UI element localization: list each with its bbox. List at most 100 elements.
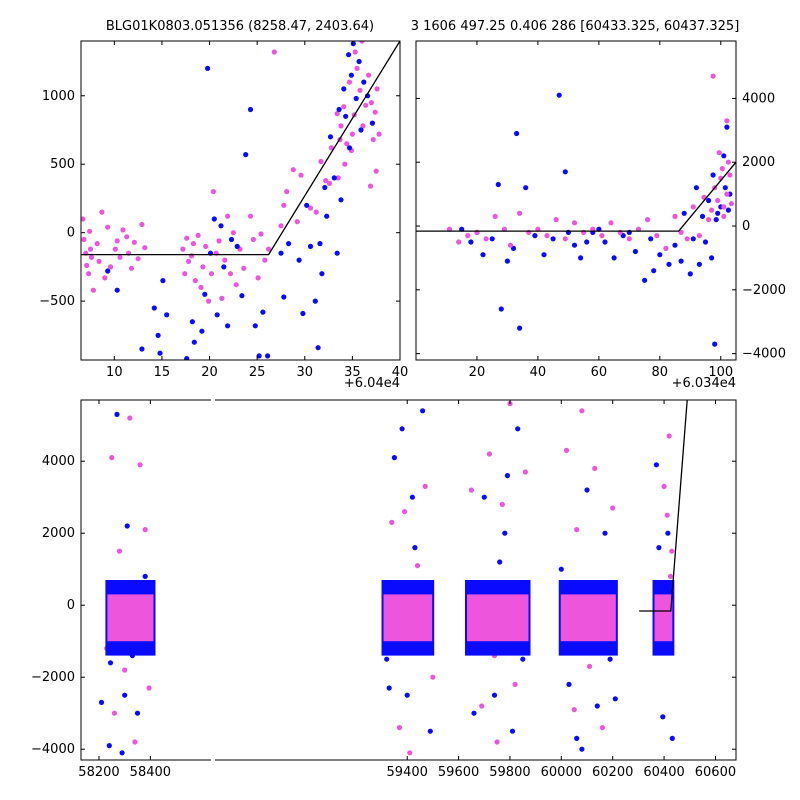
data-point-pink	[370, 137, 376, 143]
data-point-pink	[422, 483, 428, 489]
axis-break	[211, 397, 215, 403]
data-point-blue	[504, 473, 510, 479]
data-point-blue	[346, 52, 352, 58]
data-point-blue	[281, 294, 287, 300]
data-point-pink	[709, 207, 715, 213]
data-point-blue	[594, 703, 600, 709]
x-tick-label: 60400	[643, 765, 684, 780]
data-point-blue	[122, 692, 128, 698]
data-point-blue	[498, 306, 504, 312]
data-point-pink	[137, 462, 143, 468]
data-point-pink	[359, 41, 365, 44]
y-tick-label: −2000	[742, 283, 786, 298]
data-point-pink	[117, 254, 123, 260]
data-point-pink	[271, 49, 277, 55]
data-point-blue	[211, 216, 217, 222]
x-tick-label: 30	[297, 365, 314, 380]
data-point-pink	[719, 166, 725, 172]
data-point-blue	[336, 106, 342, 113]
data-point-blue	[562, 169, 568, 175]
data-point-blue	[702, 239, 709, 245]
data-point-pink	[456, 239, 462, 245]
top-left-x-offset: +6.04e4	[344, 376, 400, 391]
data-point-pink	[255, 275, 261, 281]
data-point-pink	[571, 220, 578, 226]
data-point-pink	[357, 87, 363, 93]
data-point-blue	[409, 494, 415, 500]
data-point-pink	[579, 408, 585, 414]
data-point-blue	[571, 242, 578, 248]
data-point-pink	[132, 739, 138, 745]
data-point-pink	[663, 245, 669, 251]
y-tick-label: 500	[50, 157, 75, 172]
data-point-pink	[372, 109, 378, 115]
data-point-blue	[699, 213, 706, 219]
data-point-blue	[495, 181, 501, 188]
data-point-blue	[247, 106, 254, 113]
data-point-blue	[696, 261, 703, 267]
data-point-blue	[653, 462, 660, 468]
data-point-pink	[131, 239, 137, 245]
data-point-blue	[681, 210, 687, 216]
data-point-blue	[687, 271, 693, 277]
data-point-blue	[504, 258, 510, 264]
data-point-pink	[696, 233, 703, 239]
data-point-blue	[356, 58, 362, 65]
data-point-blue	[350, 41, 356, 47]
data-point-pink	[407, 750, 413, 756]
data-point-blue	[353, 95, 359, 102]
data-point-pink	[180, 246, 186, 252]
data-point-blue	[105, 268, 111, 274]
y-tick-label: 4000	[742, 91, 775, 106]
data-point-pink	[727, 172, 733, 178]
data-point-blue	[327, 134, 334, 140]
data-point-blue	[191, 339, 197, 345]
data-point-blue	[391, 455, 397, 461]
data-point-pink	[654, 233, 660, 239]
data-point-blue	[517, 325, 523, 331]
y-tick-label: 2000	[742, 155, 775, 170]
data-point-pink	[517, 210, 523, 216]
data-point-blue	[341, 86, 347, 92]
data-point-blue	[574, 735, 580, 742]
data-point-blue	[234, 243, 240, 249]
data-point-blue	[119, 750, 125, 756]
data-point-pink	[96, 258, 102, 264]
data-point-pink	[88, 254, 95, 260]
data-point-blue	[155, 332, 161, 338]
data-point-pink	[349, 131, 355, 137]
data-point-pink	[574, 527, 580, 533]
data-point-pink	[645, 217, 651, 223]
data-point-pink	[599, 725, 606, 731]
x-tick-label: 20	[201, 365, 218, 380]
data-point-pink	[669, 548, 675, 554]
data-point-pink	[102, 275, 108, 281]
data-point-blue	[218, 223, 224, 229]
x-tick-label: 10	[106, 365, 123, 380]
top-right-title: 3 1606 497.25 0.406 286 [60433.325, 6043…	[411, 19, 740, 34]
data-point-blue	[296, 257, 302, 263]
data-point-blue	[721, 153, 727, 159]
data-point-pink	[494, 739, 500, 745]
data-point-blue	[607, 656, 613, 662]
data-point-blue	[612, 696, 618, 702]
data-point-pink	[262, 257, 268, 263]
data-point-blue	[665, 530, 671, 536]
top-right-panel: 20 40 60 80 100 −4000 −2000 0 2000 4000	[415, 40, 786, 380]
data-point-pink	[127, 415, 133, 421]
data-point-pink	[479, 703, 485, 709]
y-tick-label: −2000	[31, 670, 75, 685]
x-tick-label: 59400	[387, 765, 428, 780]
data-point-pink	[492, 213, 498, 219]
data-point-blue	[404, 692, 410, 698]
data-point-blue	[532, 233, 538, 239]
data-point-pink	[507, 242, 514, 248]
data-point-pink	[544, 233, 550, 239]
y-tick-label: 0	[67, 226, 75, 241]
data-point-blue	[584, 487, 590, 493]
data-point-pink	[376, 131, 382, 137]
data-point-blue	[307, 243, 314, 249]
data-point-pink	[298, 172, 304, 178]
data-point-blue	[361, 79, 367, 85]
data-point-pink	[216, 238, 222, 244]
